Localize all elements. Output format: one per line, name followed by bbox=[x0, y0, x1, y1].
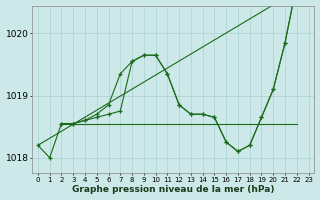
X-axis label: Graphe pression niveau de la mer (hPa): Graphe pression niveau de la mer (hPa) bbox=[72, 185, 275, 194]
